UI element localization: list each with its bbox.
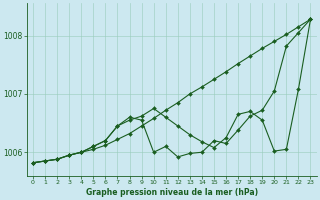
X-axis label: Graphe pression niveau de la mer (hPa): Graphe pression niveau de la mer (hPa) bbox=[86, 188, 258, 197]
